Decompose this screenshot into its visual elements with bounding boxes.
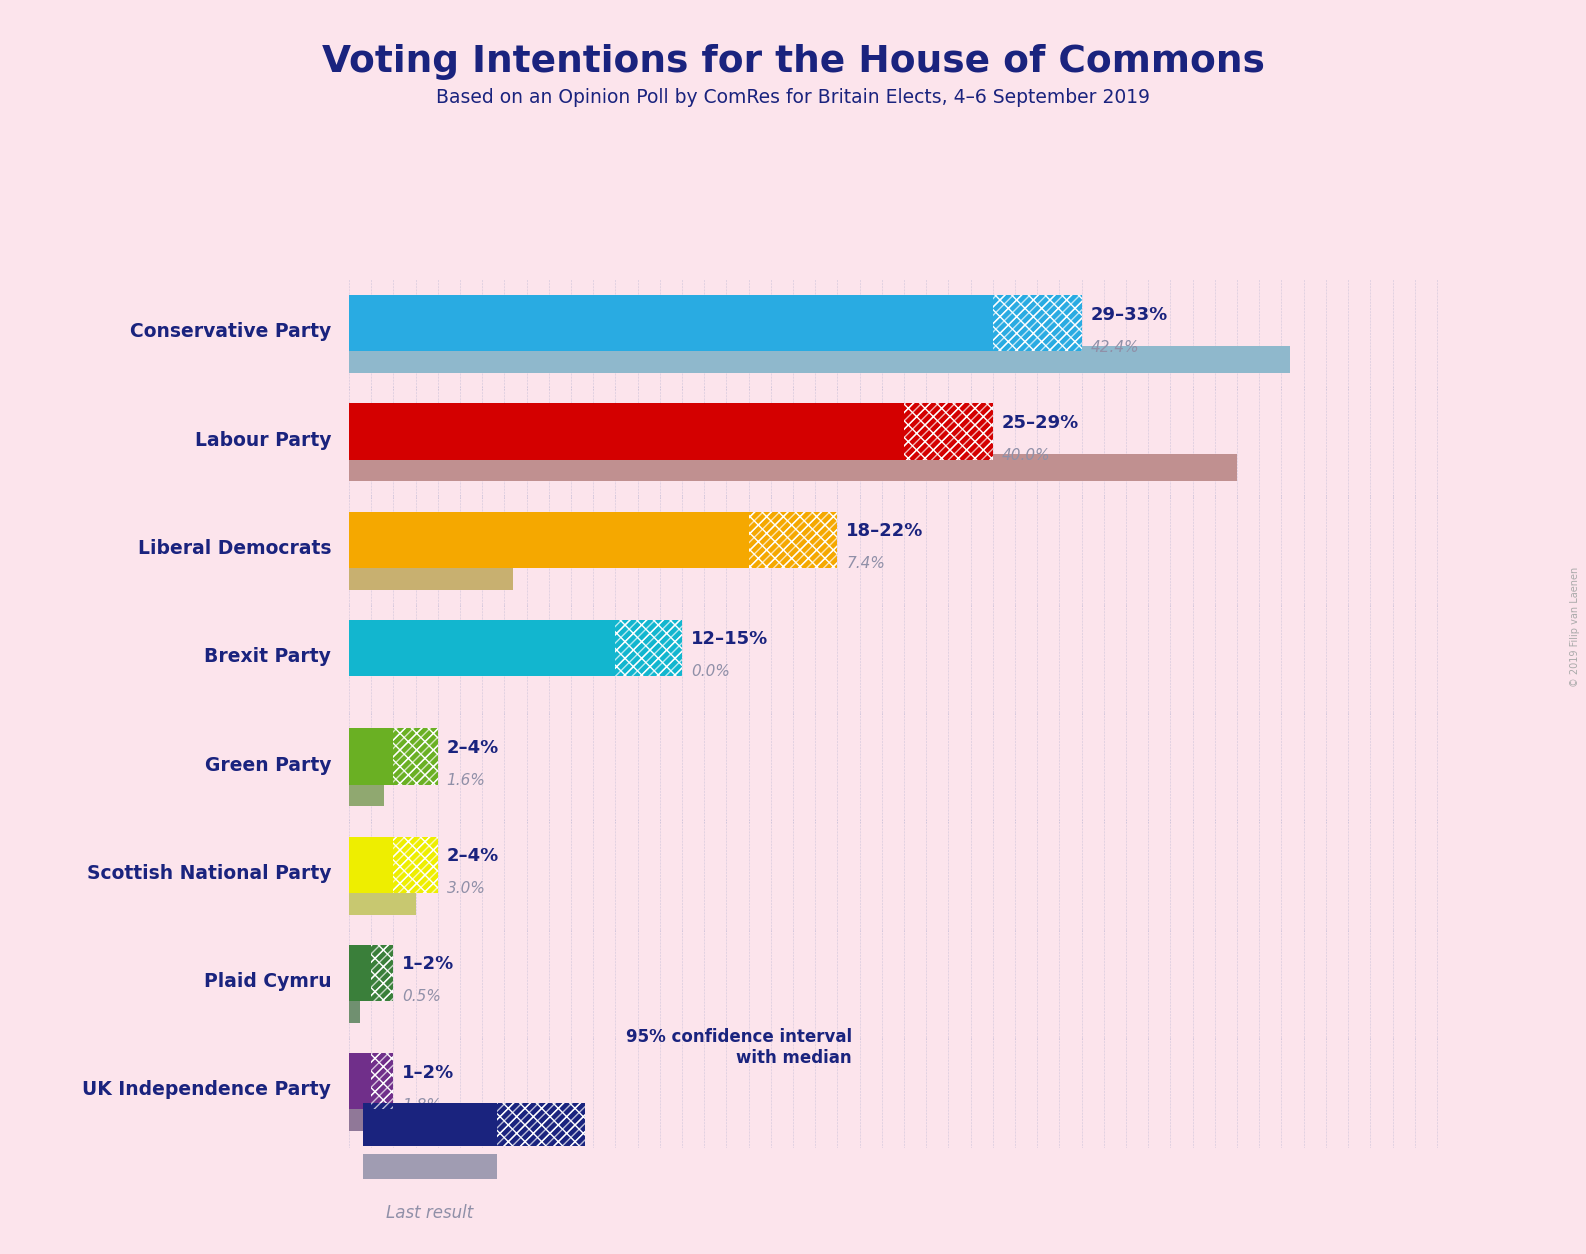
Bar [749, 512, 837, 568]
Bar [393, 836, 438, 893]
Bar [393, 729, 438, 785]
Bar [371, 944, 393, 1001]
Bar [615, 619, 682, 676]
Text: 40.0%: 40.0% [1002, 448, 1050, 463]
Text: Liberal Democrats: Liberal Democrats [138, 539, 331, 558]
Bar [349, 1053, 371, 1110]
Bar [363, 1104, 496, 1146]
Text: UK Independence Party: UK Independence Party [82, 1081, 331, 1100]
Bar [349, 454, 1237, 482]
Text: 2–4%: 2–4% [447, 846, 500, 865]
Text: 42.4%: 42.4% [1091, 340, 1139, 355]
Bar [371, 1053, 393, 1110]
Text: Green Party: Green Party [205, 756, 331, 775]
Bar [749, 512, 837, 568]
Bar [349, 563, 514, 589]
Bar [615, 619, 682, 676]
Text: 1.6%: 1.6% [447, 772, 485, 788]
Text: Last result: Last result [387, 1204, 474, 1221]
Text: Labour Party: Labour Party [195, 430, 331, 450]
Bar [393, 836, 438, 893]
Text: Voting Intentions for the House of Commons: Voting Intentions for the House of Commo… [322, 44, 1264, 80]
Bar [904, 404, 993, 460]
Text: 29–33%: 29–33% [1091, 306, 1167, 324]
Text: 0.0%: 0.0% [691, 665, 730, 680]
Text: 2–4%: 2–4% [447, 739, 500, 756]
Text: 95% confidence interval
with median: 95% confidence interval with median [626, 1028, 852, 1067]
Bar [393, 729, 438, 785]
Bar [349, 729, 393, 785]
Text: 0.5%: 0.5% [403, 989, 441, 1004]
Text: Brexit Party: Brexit Party [205, 647, 331, 666]
Text: Based on an Opinion Poll by ComRes for Britain Elects, 4–6 September 2019: Based on an Opinion Poll by ComRes for B… [436, 88, 1150, 107]
Bar [349, 1104, 389, 1131]
Bar [349, 512, 749, 568]
Bar [349, 996, 360, 1023]
Text: 7.4%: 7.4% [847, 556, 885, 571]
Bar [349, 836, 393, 893]
Bar [496, 1104, 585, 1146]
Text: © 2019 Filip van Laenen: © 2019 Filip van Laenen [1570, 567, 1580, 687]
Bar [349, 404, 904, 460]
Bar [496, 1104, 585, 1146]
Text: 18–22%: 18–22% [847, 522, 923, 540]
Text: 3.0%: 3.0% [447, 882, 485, 897]
Text: Conservative Party: Conservative Party [130, 322, 331, 341]
Text: Plaid Cymru: Plaid Cymru [203, 972, 331, 991]
Text: 12–15%: 12–15% [691, 631, 768, 648]
Bar [349, 346, 1291, 372]
Bar [349, 888, 416, 914]
Bar [349, 779, 384, 806]
Bar [349, 619, 615, 676]
Bar [371, 1053, 393, 1110]
Text: 1–2%: 1–2% [403, 956, 455, 973]
Bar [993, 295, 1082, 351]
Text: 1.8%: 1.8% [403, 1097, 441, 1112]
Text: Scottish National Party: Scottish National Party [87, 864, 331, 883]
Bar [904, 404, 993, 460]
Bar [349, 944, 371, 1001]
Bar [371, 944, 393, 1001]
Bar [363, 1154, 496, 1183]
Bar [993, 295, 1082, 351]
Text: 1–2%: 1–2% [403, 1063, 455, 1082]
Bar [349, 295, 993, 351]
Text: 25–29%: 25–29% [1002, 414, 1078, 431]
